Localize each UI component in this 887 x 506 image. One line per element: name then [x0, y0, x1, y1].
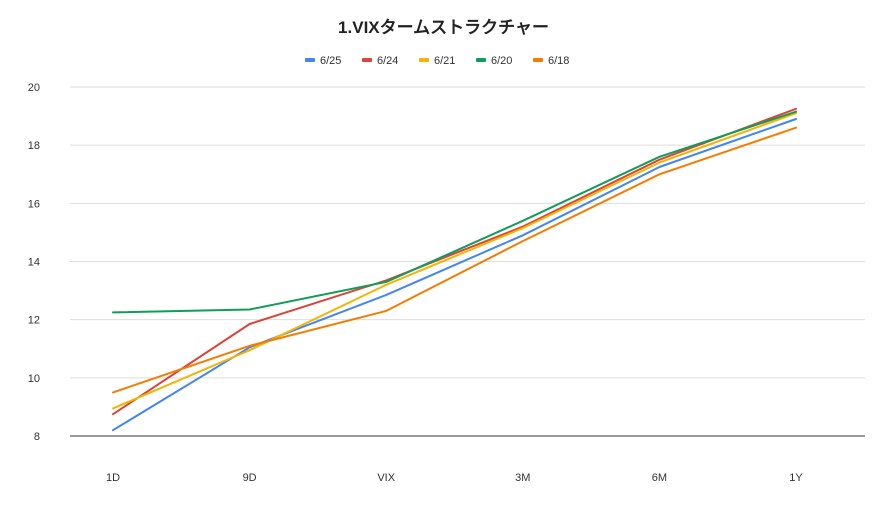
series-line-3 — [112, 110, 797, 314]
x-axis-tick-labels: 1D 9D VIX 3M 6M 1Y — [106, 472, 803, 484]
grid-lines — [70, 86, 865, 437]
legend-label: 6/18 — [548, 55, 569, 67]
legend-item-4[interactable]: 6/18 — [533, 55, 569, 67]
legend-label: 6/20 — [491, 55, 512, 67]
x-tick-label: 3M — [515, 472, 530, 484]
series-line-0 — [112, 118, 797, 432]
series-line-2 — [112, 112, 797, 410]
legend-swatch — [305, 58, 315, 62]
legend: 6/25 6/24 6/21 6/20 6/18 — [305, 55, 569, 67]
y-tick-label: 8 — [34, 431, 40, 443]
x-tick-label: VIX — [377, 472, 395, 484]
legend-label: 6/21 — [434, 55, 455, 67]
legend-swatch — [362, 58, 372, 62]
legend-item-3[interactable]: 6/20 — [476, 55, 512, 67]
legend-label: 6/24 — [377, 55, 398, 67]
y-tick-label: 20 — [28, 82, 40, 94]
legend-item-2[interactable]: 6/21 — [419, 55, 455, 67]
x-tick-label: 6M — [652, 472, 667, 484]
x-tick-label: 1D — [106, 472, 120, 484]
y-tick-label: 10 — [28, 373, 40, 385]
y-axis-tick-labels: 8 10 12 14 16 18 20 — [28, 82, 40, 443]
legend-item-0[interactable]: 6/25 — [305, 55, 341, 67]
legend-swatch — [476, 58, 486, 62]
y-tick-label: 18 — [28, 140, 40, 152]
y-tick-label: 14 — [28, 257, 40, 269]
series-line-4 — [112, 126, 797, 394]
x-tick-label: 9D — [243, 472, 257, 484]
y-tick-label: 12 — [28, 315, 40, 327]
legend-label: 6/25 — [320, 55, 341, 67]
legend-swatch — [419, 58, 429, 62]
series-lines — [112, 107, 797, 432]
x-tick-label: 1Y — [789, 472, 803, 484]
chart-title: 1.VIXタームストラクチャー — [338, 18, 549, 37]
series-line-1 — [112, 107, 797, 416]
legend-swatch — [533, 58, 543, 62]
y-tick-label: 16 — [28, 198, 40, 210]
legend-item-1[interactable]: 6/24 — [362, 55, 398, 67]
